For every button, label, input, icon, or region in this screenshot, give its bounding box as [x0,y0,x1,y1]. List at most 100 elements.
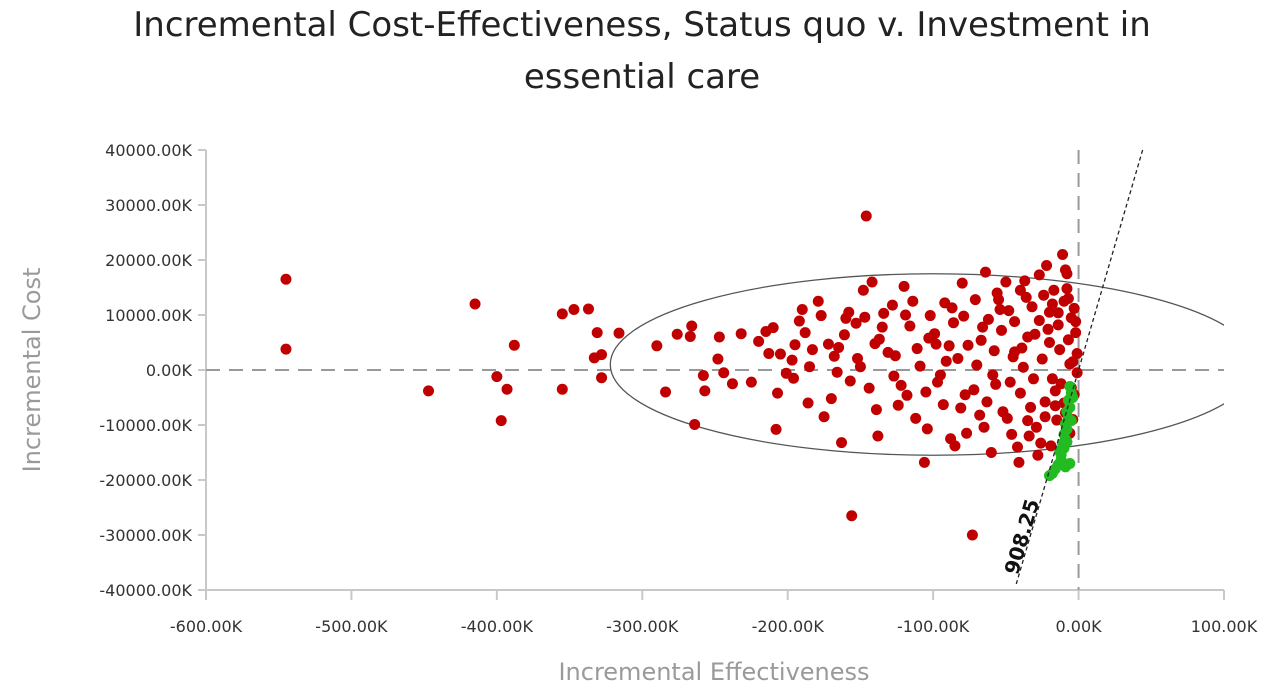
dominated-point [959,389,971,401]
dominated-point [1027,373,1039,385]
dominated-point [1030,421,1042,433]
dominated-point [876,321,888,333]
dominated-point [900,309,912,321]
dominated-point [686,320,698,332]
y-tick-label: 0.00K [146,361,193,380]
dominated-point [907,295,919,307]
dominated-point [955,402,967,414]
x-tick-label: -500.00K [315,617,388,636]
dominated-point [1019,275,1031,287]
dominated-point [1011,441,1023,453]
dominated-point [833,341,845,353]
dominated-point [966,529,978,541]
dominated-point [1001,412,1013,424]
dominated-point [948,317,960,329]
dominated-point [952,352,964,364]
dominated-point [699,385,711,397]
y-tick-label: -30000.00K [99,526,192,545]
dominated-point [735,328,747,340]
dominated-point [852,352,864,364]
y-tick-label: 40000.00K [105,141,192,160]
dominated-point [1039,396,1051,408]
dominated-point [1062,334,1074,346]
dominated-point [860,210,872,222]
dominated-point [863,382,875,394]
dominated-point [846,510,858,522]
dominated-point [988,345,1000,357]
data-points [280,210,1083,541]
dominated-point [914,360,926,372]
y-tick-label: 20000.00K [105,251,192,270]
dominated-point [1039,411,1051,423]
chart-title-line-2: essential care [524,57,760,97]
dominated-point [892,399,904,411]
dominated-point [873,333,885,345]
x-tick-label: 100.00K [1191,617,1258,636]
dominated-point [774,348,786,360]
cost-effective-point [1061,436,1073,448]
dominated-point [911,343,923,355]
dominated-point [770,423,782,435]
dominated-point [1000,276,1012,288]
dominated-point [1022,331,1034,343]
dominated-point [934,369,946,381]
dominated-point [949,440,961,452]
dominated-point [1022,415,1034,427]
dominated-point [1052,319,1064,331]
dominated-point [1070,327,1082,339]
dominated-point [671,328,683,340]
dominated-point [789,339,801,351]
dominated-point [280,343,292,355]
dominated-point [1062,293,1074,304]
x-tick-label: -100.00K [897,617,970,636]
tick-labels: -40000.00K -30000.00K -20000.00K -10000.00K… [99,141,1257,636]
dominated-point [946,302,958,314]
confidence-ellipse-layer [609,273,1224,456]
dominated-point [1054,344,1066,356]
x-tick-label: -200.00K [752,617,825,636]
dominated-point [568,304,580,315]
x-tick-label: -300.00K [606,617,679,636]
dominated-point [872,430,884,442]
dominated-point [975,334,987,346]
dominated-point [802,397,814,409]
dominated-point [968,384,980,396]
dominated-point [613,327,625,339]
dominated-point [796,304,808,315]
dominated-point [1049,385,1061,397]
dominated-point [898,280,910,292]
dominated-point [806,344,818,356]
dominated-point [866,276,878,288]
dominated-point [1014,387,1026,399]
dominated-point [940,355,952,367]
dominated-point [1023,430,1035,442]
dominated-point [684,330,696,342]
dominated-point [958,310,970,322]
dominated-point [920,386,932,398]
dominated-point [718,367,730,379]
dominated-point [857,284,869,296]
dominated-point [977,321,989,333]
dominated-point [990,378,1002,390]
dominated-point [660,386,672,398]
dominated-point [1033,269,1045,281]
dominated-point [1045,440,1057,452]
dominated-point [878,307,890,319]
dominated-point [1017,361,1029,373]
dominated-point [556,383,568,395]
dominated-point [495,415,507,427]
dominated-point [1038,289,1050,301]
dominated-point [596,349,608,361]
dominated-point [981,396,993,408]
dominated-point [895,379,907,391]
dominated-point [888,370,900,382]
dominated-point [591,327,603,339]
dominated-point [1068,302,1080,314]
dominated-point [921,423,933,435]
dominated-point [1061,283,1073,295]
cost-effective-point [1059,461,1071,473]
dominated-point [974,409,986,421]
dominated-point [918,456,930,468]
dominated-point [697,370,709,381]
